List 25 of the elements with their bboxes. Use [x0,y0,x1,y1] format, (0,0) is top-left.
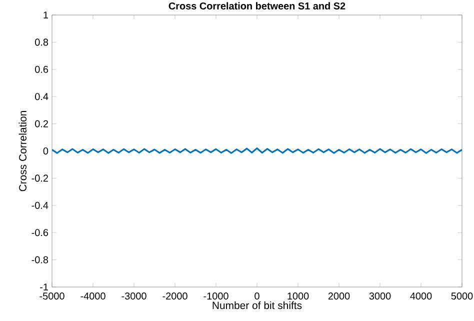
x-tick-label: 0 [254,292,260,300]
y-tick-label: 0.2 [35,120,48,128]
x-tick-label: 4000 [410,292,432,300]
x-tick-label: 5000 [451,292,473,300]
y-tick-label: -0.4 [32,202,48,209]
y-tick-label: 0.4 [35,93,48,100]
x-tick-label: 1000 [288,292,309,300]
y-tick-label: -0.6 [32,229,48,236]
x-tick-label: -4000 [80,292,106,300]
y-tick-label: -1 [40,284,48,290]
y-tick-label: -0.8 [32,256,48,264]
y-axis-title: Cross Correlation [18,111,26,192]
y-tick-label: 0 [43,147,48,155]
x-tick-label: 2000 [328,292,350,300]
x-axis-title: Number of bit shifts [212,301,302,310]
x-tick-label: 3000 [369,292,391,300]
y-tick-label: -0.2 [32,174,48,182]
x-tick-label: -5000 [40,292,64,300]
x-tick-label: -3000 [122,292,146,300]
y-tick-label: 0.8 [35,38,48,46]
x-tick-label: -2000 [162,292,188,300]
chart-title: Cross Correlation between S1 and S2 [168,2,346,10]
y-tick-label: 0.6 [35,66,48,73]
y-tick-label: 1 [44,12,48,18]
x-tick-label: -1000 [204,292,228,300]
